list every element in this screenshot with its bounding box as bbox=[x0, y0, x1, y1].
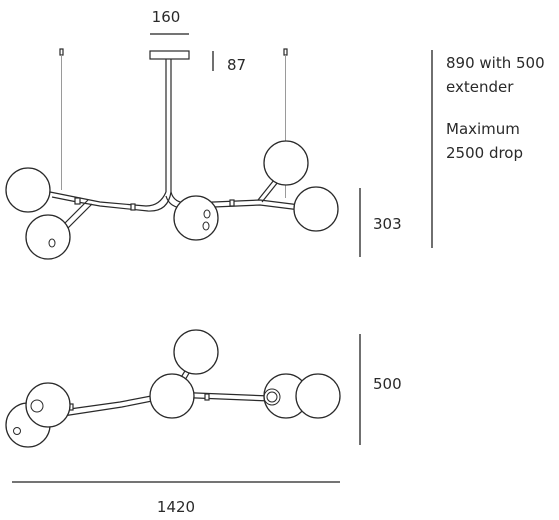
pendant-plan-view bbox=[5, 329, 341, 448]
globe-front-3 bbox=[173, 195, 219, 241]
fixture-depth-dimension: 500 bbox=[359, 334, 402, 445]
globe-plan-3 bbox=[173, 329, 219, 375]
globe-plan-6 bbox=[295, 373, 341, 419]
canopy-width-label: 160 bbox=[152, 8, 181, 26]
suspension-note-line1: 890 with 500 bbox=[446, 54, 545, 72]
fixture-height-label: 303 bbox=[373, 215, 402, 233]
max-drop-note-line2: 2500 drop bbox=[446, 144, 523, 162]
arm-left-lower bbox=[61, 199, 89, 227]
wire-anchor-right bbox=[283, 48, 288, 56]
globe-front-5 bbox=[293, 186, 339, 232]
overall-width-dimension: 1420 bbox=[12, 481, 340, 516]
fixture-height-dimension: 303 bbox=[359, 188, 402, 257]
globe-plan-4 bbox=[149, 373, 195, 419]
suspension-notes: 890 with 500 extender Maximum 2500 drop bbox=[431, 50, 545, 248]
canopy-height-label: 87 bbox=[227, 56, 246, 74]
fixture-depth-label: 500 bbox=[373, 375, 402, 393]
globe-front-1 bbox=[5, 167, 51, 213]
globe-front-4 bbox=[263, 140, 309, 186]
pendant-front-view bbox=[5, 48, 339, 260]
globe-front-2 bbox=[25, 214, 71, 260]
overall-width-label: 1420 bbox=[157, 498, 195, 516]
globe-plan-2 bbox=[25, 382, 71, 428]
canopy bbox=[149, 50, 190, 60]
plan-arm-main bbox=[47, 391, 271, 413]
canopy-width-dimension: 160 bbox=[150, 8, 189, 35]
max-drop-note-line1: Maximum bbox=[446, 120, 520, 138]
suspension-note-line2: extender bbox=[446, 78, 514, 96]
canopy-height-dimension: 87 bbox=[212, 51, 246, 74]
wire-anchor-left bbox=[59, 48, 64, 56]
arm-left-upper bbox=[49, 191, 167, 207]
